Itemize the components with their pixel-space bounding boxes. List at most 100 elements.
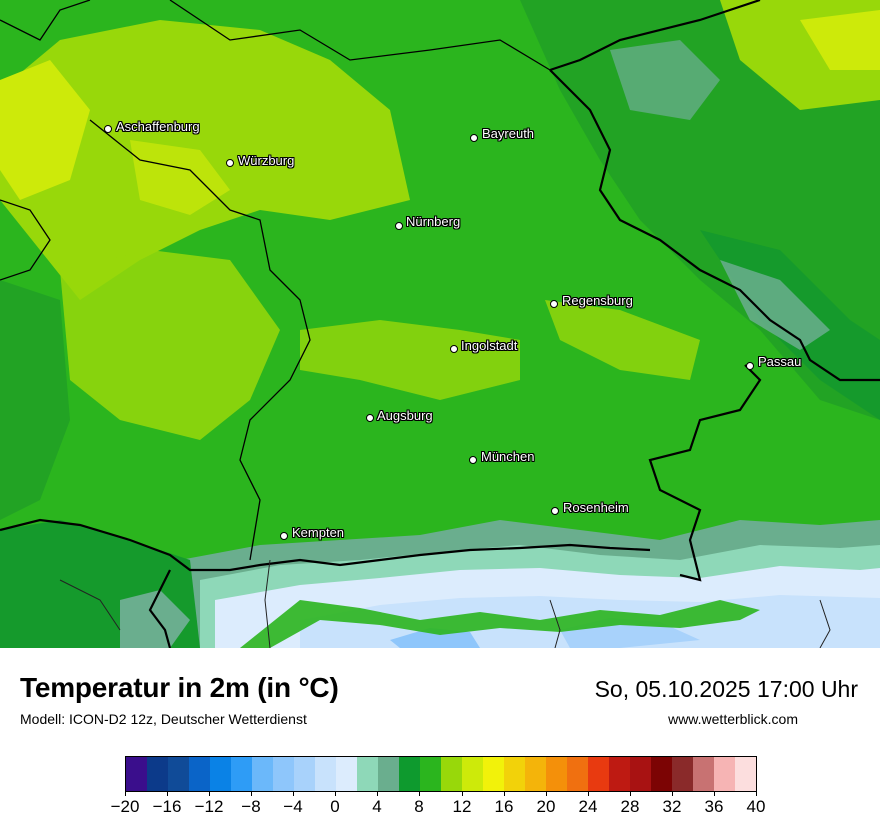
legend-tick-mark — [167, 791, 168, 796]
city-marker-icon — [550, 300, 558, 308]
legend-tick-mark — [504, 791, 505, 796]
legend-swatch — [714, 757, 735, 791]
yellow-green-area — [130, 140, 230, 215]
legend-swatch — [567, 757, 588, 791]
legend-swatch — [735, 757, 756, 791]
legend-tick-label: 28 — [620, 797, 640, 816]
legend-tick-label: −20 — [110, 797, 140, 816]
teal-area — [610, 40, 720, 120]
legend-swatch — [546, 757, 567, 791]
legend-swatch — [315, 757, 336, 791]
legend-swatch — [147, 757, 168, 791]
legend-scale: −20 −16 −12 −8 −4 0 4 8 12 16 20 24 28 32 36 40 — [111, 791, 765, 821]
legend-swatch — [483, 757, 504, 791]
city-marker-icon — [104, 125, 112, 133]
legend-tick-label: 16 — [494, 797, 514, 816]
legend-swatch — [273, 757, 294, 791]
city-label: Regensburg — [562, 293, 633, 308]
teal-area — [120, 590, 190, 648]
legend-tick-label: 24 — [578, 797, 598, 816]
legend-swatch — [378, 757, 399, 791]
legend-swatch — [399, 757, 420, 791]
legend-swatch — [336, 757, 357, 791]
legend-swatch — [525, 757, 546, 791]
alpine-blue — [390, 628, 480, 648]
legend-swatch — [693, 757, 714, 791]
legend-tick-label: 12 — [452, 797, 472, 816]
legend-tick-mark — [672, 791, 673, 796]
city-marker-icon — [469, 456, 477, 464]
legend-tick-mark — [714, 791, 715, 796]
map-canvas — [0, 0, 880, 648]
teal-area — [720, 260, 830, 350]
legend-tick-label: −12 — [194, 797, 224, 816]
legend-swatch — [126, 757, 147, 791]
legend-swatch — [462, 757, 483, 791]
legend-tick-mark — [251, 791, 252, 796]
city-label: Rosenheim — [563, 500, 629, 515]
city-marker-icon — [366, 414, 374, 422]
dark-green-area — [0, 280, 70, 520]
city-label: Aschaffenburg — [116, 119, 200, 134]
legend-tick-label: 4 — [372, 797, 382, 816]
yellow-green-area — [0, 60, 90, 200]
legend-swatch — [672, 757, 693, 791]
legend-tick-mark — [588, 791, 589, 796]
legend-tick-mark — [756, 791, 757, 796]
legend-tick-label: −8 — [241, 797, 261, 816]
legend-swatch — [504, 757, 525, 791]
legend-tick-mark — [462, 791, 463, 796]
temperature-map[interactable]: Aschaffenburg Würzburg Bayreuth Nürnberg… — [0, 0, 880, 648]
legend-tick-label: 36 — [704, 797, 724, 816]
alpine-valley — [240, 600, 760, 648]
legend-tick-mark — [335, 791, 336, 796]
city-marker-icon — [450, 345, 458, 353]
light-green-area — [300, 320, 520, 400]
legend-tick-mark — [546, 791, 547, 796]
legend-tick-label: −4 — [283, 797, 303, 816]
legend-swatch — [588, 757, 609, 791]
city-label: Ingolstadt — [461, 338, 518, 353]
map-title: Temperatur in 2m (in °C) — [20, 672, 339, 703]
legend-tick-label: −16 — [152, 797, 182, 816]
color-legend — [125, 756, 757, 792]
legend-tick-label: 8 — [414, 797, 424, 816]
legend-swatch — [609, 757, 630, 791]
region-borders — [59, 559, 831, 648]
state-borders — [0, 0, 551, 561]
legend-tick-label: 20 — [536, 797, 556, 816]
legend-swatch — [168, 757, 189, 791]
legend-tick-mark — [630, 791, 631, 796]
forecast-datetime: So, 05.10.2025 17:00 Uhr — [594, 676, 858, 702]
legend-swatch — [420, 757, 441, 791]
legend-swatch — [294, 757, 315, 791]
city-marker-icon — [280, 532, 288, 540]
light-green-area — [60, 250, 280, 440]
legend-swatch — [231, 757, 252, 791]
city-label: Nürnberg — [406, 214, 461, 229]
legend-swatch — [189, 757, 210, 791]
legend-swatch — [441, 757, 462, 791]
legend-tick-label: 32 — [662, 797, 682, 816]
city-label: München — [481, 449, 535, 464]
city-label: Kempten — [292, 525, 345, 540]
model-source: Modell: ICON-D2 12z, Deutscher Wetterdie… — [20, 711, 307, 727]
legend-tick-label: 0 — [330, 797, 340, 816]
city-marker-icon — [226, 159, 234, 167]
legend-tick-mark — [419, 791, 420, 796]
light-green-area — [545, 300, 700, 380]
city-marker-icon — [470, 134, 478, 142]
city-label: Würzburg — [238, 153, 295, 168]
legend-tick-label: 40 — [746, 797, 766, 816]
city-marker-icon — [746, 362, 754, 370]
city-label: Bayreuth — [482, 126, 535, 141]
legend-tick-mark — [125, 791, 126, 796]
map-footer: Temperatur in 2m (in °C) Modell: ICON-D2… — [0, 648, 880, 830]
yellow-green-area — [800, 10, 880, 70]
website-link[interactable]: www.wetterblick.com — [668, 711, 798, 727]
legend-tick-mark — [209, 791, 210, 796]
country-borders — [0, 0, 880, 648]
city-marker-icon — [551, 507, 559, 515]
legend-tick-mark — [377, 791, 378, 796]
legend-swatch — [630, 757, 651, 791]
